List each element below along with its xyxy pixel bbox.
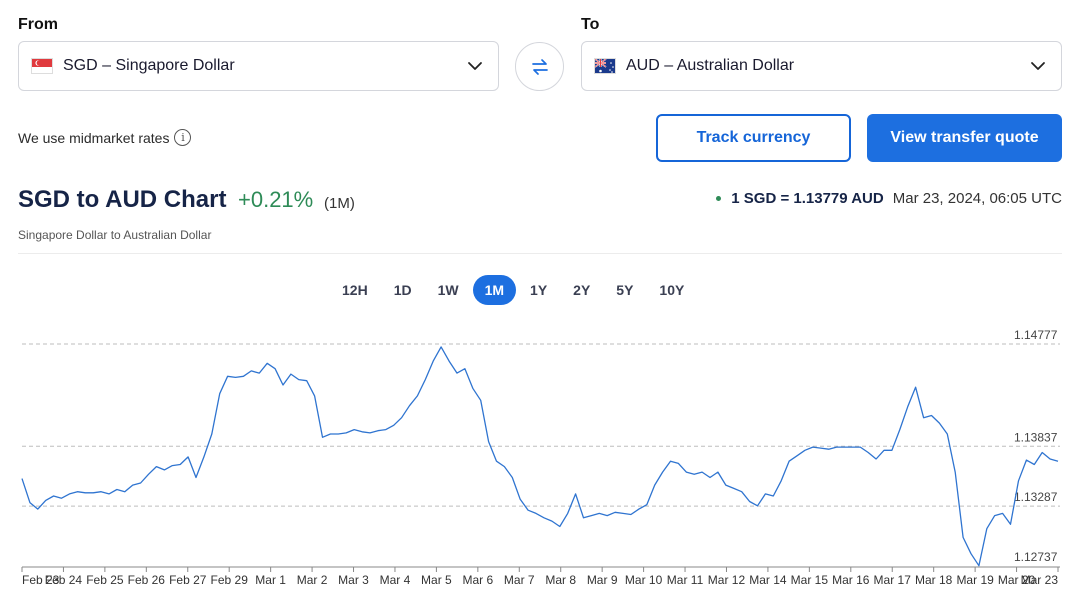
y-tick-label: 1.13837 <box>1014 430 1058 444</box>
from-currency-value: SGD – Singapore Dollar <box>63 57 235 74</box>
midmarket-text: We use midmarket rates <box>18 129 170 146</box>
swap-arrows-icon <box>531 58 548 75</box>
period-tab-5y[interactable]: 5Y <box>616 282 634 298</box>
rate-timestamp: Mar 23, 2024, 06:05 UTC <box>892 190 1062 207</box>
y-tick-label: 1.12737 <box>1014 550 1058 564</box>
view-transfer-quote-button[interactable]: View transfer quote <box>867 114 1062 162</box>
period-tab-2y[interactable]: 2Y <box>573 282 591 298</box>
x-tick-label: Mar 5 <box>421 573 452 587</box>
x-tick-label: Mar 4 <box>380 573 411 587</box>
chart-title: SGD to AUD Chart <box>18 186 227 213</box>
x-tick-label: Mar 10 <box>625 573 663 587</box>
x-tick-label: Feb 27 <box>169 573 207 587</box>
x-tick-label: Mar 6 <box>462 573 493 587</box>
y-tick-label: 1.14777 <box>1014 328 1058 342</box>
x-tick-label: Mar 1 <box>255 573 286 587</box>
chevron-down-icon <box>1031 62 1045 70</box>
period-tab-1d[interactable]: 1D <box>393 282 412 298</box>
from-label: From <box>18 16 58 33</box>
x-tick-label: Mar 20 <box>998 573 1036 587</box>
x-tick-label: Mar 23 <box>1021 573 1059 587</box>
rate-value: 1 SGD = 1.13779 AUD <box>731 190 884 207</box>
chart-subtitle: Singapore Dollar to Australian Dollar <box>18 228 212 242</box>
australia-flag-icon <box>594 58 616 74</box>
period-indicator: (1M) <box>324 195 355 212</box>
x-tick-label: Mar 14 <box>749 573 787 587</box>
x-tick-label: Mar 17 <box>874 573 912 587</box>
x-tick-label: Mar 9 <box>587 573 618 587</box>
period-tab-1y[interactable]: 1Y <box>530 282 548 298</box>
rate-series-line <box>21 346 1059 567</box>
info-icon[interactable]: i <box>174 129 192 146</box>
track-currency-button[interactable]: Track currency <box>656 114 851 162</box>
percent-change: +0.21% <box>238 187 314 212</box>
x-tick-label: Mar 3 <box>338 573 369 587</box>
swap-currencies-button[interactable] <box>515 42 564 91</box>
midmarket-note: We use midmarket rates i <box>18 129 192 146</box>
divider <box>18 253 1062 254</box>
x-tick-label: Feb 26 <box>128 573 166 587</box>
current-rate: 1 SGD = 1.13779 AUD Mar 23, 2024, 06:05 … <box>716 190 1062 207</box>
x-tick-label: Mar 12 <box>708 573 746 587</box>
x-tick-label: Mar 15 <box>791 573 829 587</box>
x-tick-label: Feb 25 <box>86 573 124 587</box>
period-tab-1w[interactable]: 1W <box>437 282 459 298</box>
singapore-flag-icon <box>31 58 53 74</box>
live-dot-icon <box>716 196 722 201</box>
period-tab-10y[interactable]: 10Y <box>659 282 685 298</box>
x-tick-label: Feb 24 <box>45 573 83 587</box>
x-tick-label: Feb 23 <box>22 573 60 587</box>
to-currency-value: AUD – Australian Dollar <box>626 57 795 74</box>
x-tick-label: Mar 2 <box>297 573 328 587</box>
x-tick-label: Feb 29 <box>211 573 249 587</box>
to-currency-select[interactable]: AUD – Australian Dollar <box>581 41 1062 91</box>
period-tab-1m[interactable]: 1M <box>472 275 517 305</box>
x-tick-label: Mar 16 <box>832 573 870 587</box>
x-tick-label: Mar 19 <box>956 573 994 587</box>
x-tick-label: Mar 8 <box>545 573 576 587</box>
period-tab-12h[interactable]: 12H <box>342 282 368 298</box>
x-tick-label: Mar 18 <box>915 573 953 587</box>
chevron-down-icon <box>468 62 482 70</box>
x-tick-label: Mar 11 <box>667 573 704 587</box>
x-tick-label: Mar 7 <box>504 573 535 587</box>
to-label: To <box>581 16 600 33</box>
from-currency-select[interactable]: SGD – Singapore Dollar <box>18 41 499 91</box>
period-selector: 12H 1D 1W 1M 1Y 2Y 5Y 10Y <box>330 275 698 305</box>
y-tick-label: 1.13287 <box>1014 490 1058 504</box>
